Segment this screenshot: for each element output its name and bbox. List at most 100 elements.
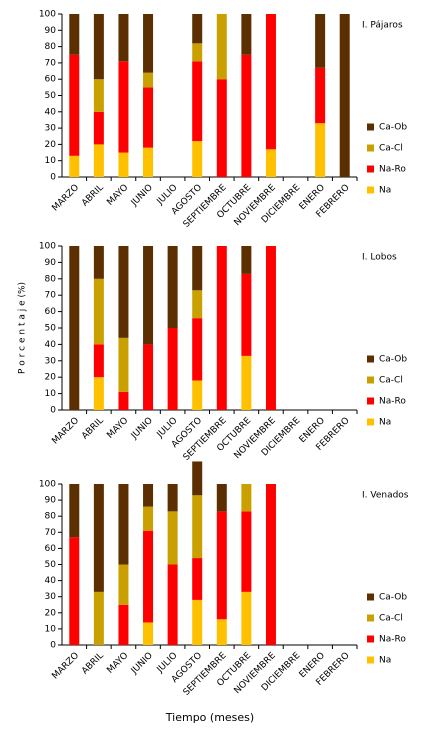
bar-segment: [192, 290, 203, 319]
legend-swatch: [367, 165, 374, 173]
bar-segment: [192, 461, 203, 496]
legend-label: Na: [379, 656, 391, 666]
legend-label: Ca-Ob: [379, 355, 407, 365]
y-tick-label: 60: [45, 307, 57, 317]
legend-swatch: [367, 635, 374, 643]
y-tick-label: 80: [45, 512, 57, 522]
x-tick-label: JUNIO: [129, 183, 155, 209]
bar-segment: [167, 511, 178, 565]
bar-segment: [265, 14, 276, 150]
legend-label: Na-Ro: [379, 165, 406, 175]
bar-segment: [241, 484, 252, 512]
panel-title: I. Lobos: [362, 253, 397, 263]
bar-segment: [118, 61, 129, 153]
y-tick-label: 30: [45, 124, 57, 134]
legend-swatch: [367, 355, 374, 363]
bar-segment: [143, 344, 154, 410]
y-tick-label: 80: [45, 274, 57, 284]
bar-segment: [143, 246, 154, 345]
bar-segment: [192, 141, 203, 177]
bar-segment: [93, 344, 104, 378]
bar-segment: [93, 14, 104, 80]
bar-segment: [118, 391, 129, 410]
y-tick-label: 50: [45, 91, 57, 101]
legend-swatch: [367, 397, 374, 405]
panel-title: I. Venados: [362, 491, 409, 501]
y-tick-label: 100: [39, 242, 56, 252]
bar-segment: [118, 564, 129, 605]
y-tick-label: 40: [45, 340, 57, 350]
legend-swatch: [367, 144, 374, 152]
y-tick-label: 90: [45, 258, 57, 268]
bar-segment: [216, 619, 227, 645]
bar-segment: [241, 511, 252, 592]
bar-segment: [143, 72, 154, 88]
bar-segment: [143, 530, 154, 623]
x-tick-label: MARZO: [50, 183, 81, 214]
bar-segment: [216, 484, 227, 512]
x-tick-label: MAYO: [105, 651, 130, 676]
bar-segment: [118, 152, 129, 177]
bar-segment: [265, 246, 276, 410]
bar-segment: [143, 484, 154, 507]
y-tick-label: 0: [50, 173, 56, 183]
legend-swatch: [367, 614, 374, 622]
bar-segment: [192, 43, 203, 62]
bar-segment: [69, 537, 80, 645]
bar-segment: [192, 318, 203, 381]
legend-swatch: [367, 656, 374, 664]
y-tick-label: 40: [45, 107, 57, 117]
bar-segment: [93, 79, 104, 112]
y-tick-label: 100: [39, 480, 56, 490]
legend-label: Na: [379, 418, 391, 428]
bar-segment: [143, 622, 154, 645]
legend-label: Na: [379, 186, 391, 196]
bar-segment: [69, 484, 80, 538]
legend-label: Na-Ro: [379, 397, 406, 407]
bar-segment: [69, 54, 80, 156]
bar-segment: [265, 484, 276, 645]
legend-swatch: [367, 123, 374, 131]
bar-segment: [315, 14, 326, 68]
bar-segment: [192, 599, 203, 645]
legend-label: Na-Ro: [379, 635, 406, 645]
legend-swatch: [367, 593, 374, 601]
bar-segment: [167, 328, 178, 410]
bar-segment: [216, 79, 227, 177]
legend-label: Ca-Cl: [379, 144, 403, 154]
legend-swatch: [367, 418, 374, 426]
bar-segment: [118, 484, 129, 565]
bar-segment: [93, 377, 104, 410]
y-tick-label: 90: [45, 26, 57, 36]
legend-label: Ca-Ob: [379, 123, 407, 133]
legend-label: Ca-Ob: [379, 593, 407, 603]
bar-segment: [118, 14, 129, 62]
bar-segment: [241, 246, 252, 274]
x-tick-label: ABRIL: [80, 651, 106, 677]
y-tick-label: 80: [45, 42, 57, 52]
bar-segment: [69, 155, 80, 177]
y-tick-label: 30: [45, 592, 57, 602]
y-tick-label: 50: [45, 324, 57, 334]
legend-label: Ca-Cl: [379, 376, 403, 386]
y-tick-label: 40: [45, 576, 57, 586]
x-tick-label: JUNIO: [129, 651, 155, 677]
bar-segment: [93, 246, 104, 279]
y-tick-label: 70: [45, 528, 57, 538]
bar-segment: [69, 246, 80, 410]
x-tick-label: ABRIL: [80, 416, 106, 442]
y-tick-label: 60: [45, 544, 57, 554]
panel-title: I. Pájaros: [362, 21, 403, 31]
bar-segment: [315, 123, 326, 177]
bar-segment: [143, 14, 154, 73]
bar-segment: [93, 484, 104, 592]
bar-segment: [143, 87, 154, 148]
bar-segment: [192, 380, 203, 410]
legend-swatch: [367, 186, 374, 194]
bar-segment: [143, 506, 154, 531]
bar-segment: [339, 14, 350, 177]
legend-swatch: [367, 376, 374, 384]
bar-segment: [93, 111, 104, 145]
bar-segment: [241, 54, 252, 177]
